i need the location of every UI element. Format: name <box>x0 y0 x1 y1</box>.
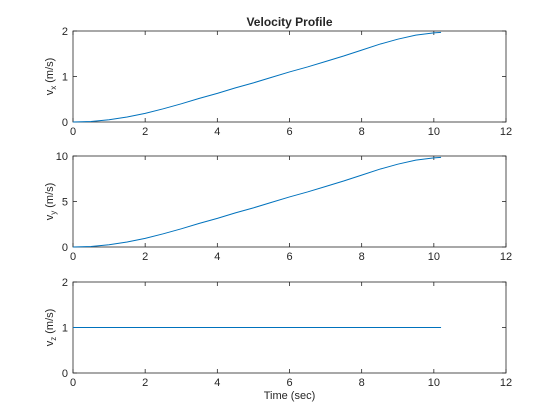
y-tick-label: 0 <box>62 242 68 254</box>
y-axis-label: vz (m/s) <box>44 309 58 347</box>
x-tick-label: 10 <box>428 126 440 138</box>
subplot-2: 0 2 4 6 8 10 12 0 5 10 vy (m/s) <box>44 151 512 263</box>
y-tick-label: 0 <box>62 117 68 129</box>
x-tick-label: 2 <box>142 377 148 389</box>
axes-box <box>72 30 507 123</box>
x-tick-label: 12 <box>500 126 512 138</box>
x-tick-label: 8 <box>359 126 365 138</box>
x-tick-label: 0 <box>70 251 76 263</box>
y-tick-label: 1 <box>62 72 68 84</box>
y-tick-label: 2 <box>62 277 68 289</box>
chart-title: Velocity Profile <box>246 15 332 29</box>
y-axis-label: vx (m/s) <box>44 58 58 96</box>
x-tick-label: 0 <box>70 126 76 138</box>
x-tick-label: 8 <box>359 377 365 389</box>
y-tick-label: 2 <box>62 26 68 38</box>
y-tick-label: 5 <box>62 197 68 209</box>
x-tick-label: 4 <box>214 251 220 263</box>
x-axis-label: Time (sec) <box>264 390 316 402</box>
y-axis-label: vy (m/s) <box>44 183 58 221</box>
series-line-1 <box>72 156 442 248</box>
x-tick-label: 4 <box>214 126 220 138</box>
series-line-1 <box>72 31 442 123</box>
x-tick-label: 2 <box>142 126 148 138</box>
x-tick-label: 6 <box>286 251 292 263</box>
x-tick-label: 10 <box>428 251 440 263</box>
x-tick-label: 6 <box>286 126 292 138</box>
x-tick-label: 10 <box>428 377 440 389</box>
y-tick-label: 10 <box>56 151 68 163</box>
x-tick-label: 4 <box>214 377 220 389</box>
x-tick-label: 12 <box>500 377 512 389</box>
x-tick-label: 2 <box>142 251 148 263</box>
x-tick-label: 0 <box>70 377 76 389</box>
x-tick-label: 6 <box>286 377 292 389</box>
x-tick-label: 12 <box>500 251 512 263</box>
x-tick-label: 8 <box>359 251 365 263</box>
y-tick-label: 1 <box>62 323 68 335</box>
axes-box <box>72 155 507 248</box>
y-tick-label: 0 <box>62 368 68 380</box>
